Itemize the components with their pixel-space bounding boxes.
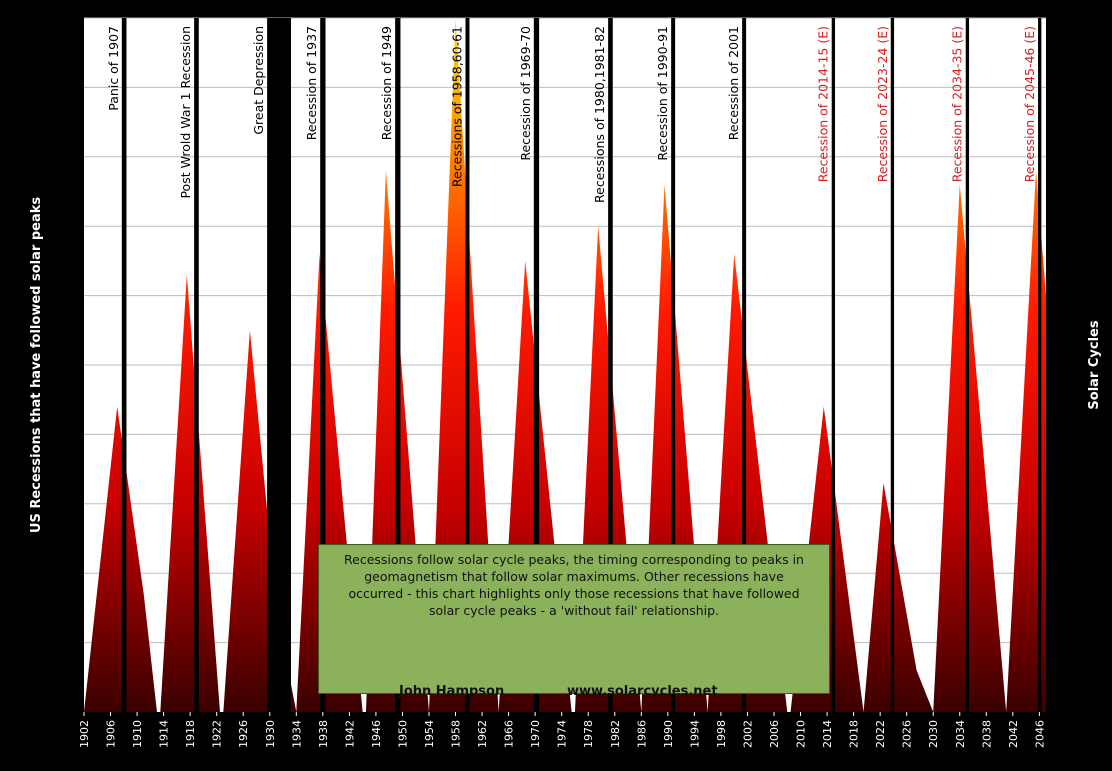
x-tick-label: 1966 <box>503 720 516 748</box>
x-tick-label: 1938 <box>317 720 330 748</box>
recession-bar <box>1038 18 1042 712</box>
x-tick-label: 1994 <box>688 720 701 748</box>
recession-bar <box>320 18 326 712</box>
recession-label: Recession of 2045-46 (E) <box>1022 26 1037 182</box>
x-tick-label: 1946 <box>370 720 383 748</box>
y-axis-title: US Recessions that have followed solar p… <box>29 197 44 533</box>
recession-label: Recession of 1990-91 <box>655 26 670 161</box>
recession-bar <box>465 18 470 712</box>
x-tick-label: 2026 <box>901 720 914 748</box>
x-tick-label: 2034 <box>954 720 967 748</box>
x-tick-label: 1922 <box>211 720 224 748</box>
recession-bar <box>671 18 676 712</box>
recession-bar <box>533 18 540 712</box>
x-tick-label: 1958 <box>450 720 463 748</box>
x-tick-label: 1914 <box>158 720 171 748</box>
x-tick-label: 1954 <box>423 720 436 748</box>
annotation-text: Recessions follow solar cycle peaks, the… <box>344 552 804 618</box>
x-tick-label: 1974 <box>556 720 569 748</box>
x-axis-ticks: 1902 1906 1910 1914 1918 1922 1926 1930 1934 1938… <box>78 712 1046 748</box>
x-tick-label: 1930 <box>264 720 277 748</box>
x-tick-label: 1950 <box>396 720 409 748</box>
x-tick-label: 2030 <box>927 720 940 748</box>
x-tick-label: 1986 <box>635 720 648 748</box>
recession-label: Post Wrold War 1 Recession <box>178 26 193 199</box>
recession-label: Panic of 1907 <box>106 26 121 111</box>
recession-label: Recessions of 1958,60-61 <box>449 26 464 187</box>
recession-bar <box>267 18 291 712</box>
recession-label: Recession of 2014-15 (E) <box>816 26 831 182</box>
recession-label: Recession of 1937 <box>304 26 319 140</box>
x-tick-label: 2022 <box>874 720 887 748</box>
website-link: www.solarcycles.net <box>567 684 718 699</box>
recession-bar <box>395 18 401 712</box>
x-tick-label: 1970 <box>529 720 542 748</box>
recession-label: Recessions of 1980,1981-82 <box>592 26 607 203</box>
x-tick-label: 1918 <box>184 720 197 748</box>
recession-bar <box>742 18 747 712</box>
x-tick-label: 2038 <box>980 720 993 748</box>
x-tick-label: 1962 <box>476 720 489 748</box>
recession-bars <box>121 18 1042 712</box>
recession-bar <box>608 18 613 712</box>
recession-bar <box>965 18 970 712</box>
x-tick-label: 1902 <box>78 720 91 748</box>
recession-label: Recession of 1949 <box>379 26 394 140</box>
recession-bar <box>890 18 895 712</box>
y2-axis-title: Solar Cycles <box>1087 320 1102 409</box>
author-name: John Hampson <box>399 684 505 699</box>
recession-labels: Panic of 1907 Post Wrold War 1 Recession G… <box>106 26 1037 203</box>
recession-label: Recession of 2023-24 (E) <box>875 26 890 182</box>
recession-label: Recession of 2001 <box>726 26 741 140</box>
x-tick-label: 2046 <box>1033 720 1046 748</box>
recession-label: Recession of 1969-70 <box>518 26 533 161</box>
x-tick-label: 1934 <box>290 720 303 748</box>
x-tick-label: 2002 <box>741 720 754 748</box>
x-tick-label: 2018 <box>848 720 861 748</box>
x-tick-label: 1942 <box>343 720 356 748</box>
x-tick-label: 2006 <box>768 720 781 748</box>
recession-label: Recession of 2034-35 (E) <box>950 26 965 182</box>
annotation-box: Recessions follow solar cycle peaks, the… <box>318 544 830 699</box>
recession-bar <box>121 18 127 712</box>
recession-bar <box>831 18 836 712</box>
recession-bar <box>194 18 199 712</box>
x-tick-label: 1982 <box>609 720 622 748</box>
x-tick-label: 2042 <box>1007 720 1020 748</box>
recession-label: Great Depression <box>251 26 266 135</box>
x-tick-label: 1906 <box>105 720 118 748</box>
x-tick-label: 2014 <box>821 720 834 748</box>
x-tick-label: 2010 <box>795 720 808 748</box>
x-tick-label: 1910 <box>131 720 144 748</box>
x-tick-label: 1998 <box>715 720 728 748</box>
x-tick-label: 1978 <box>582 720 595 748</box>
x-tick-label: 1926 <box>237 720 250 748</box>
x-tick-label: 1990 <box>662 720 675 748</box>
